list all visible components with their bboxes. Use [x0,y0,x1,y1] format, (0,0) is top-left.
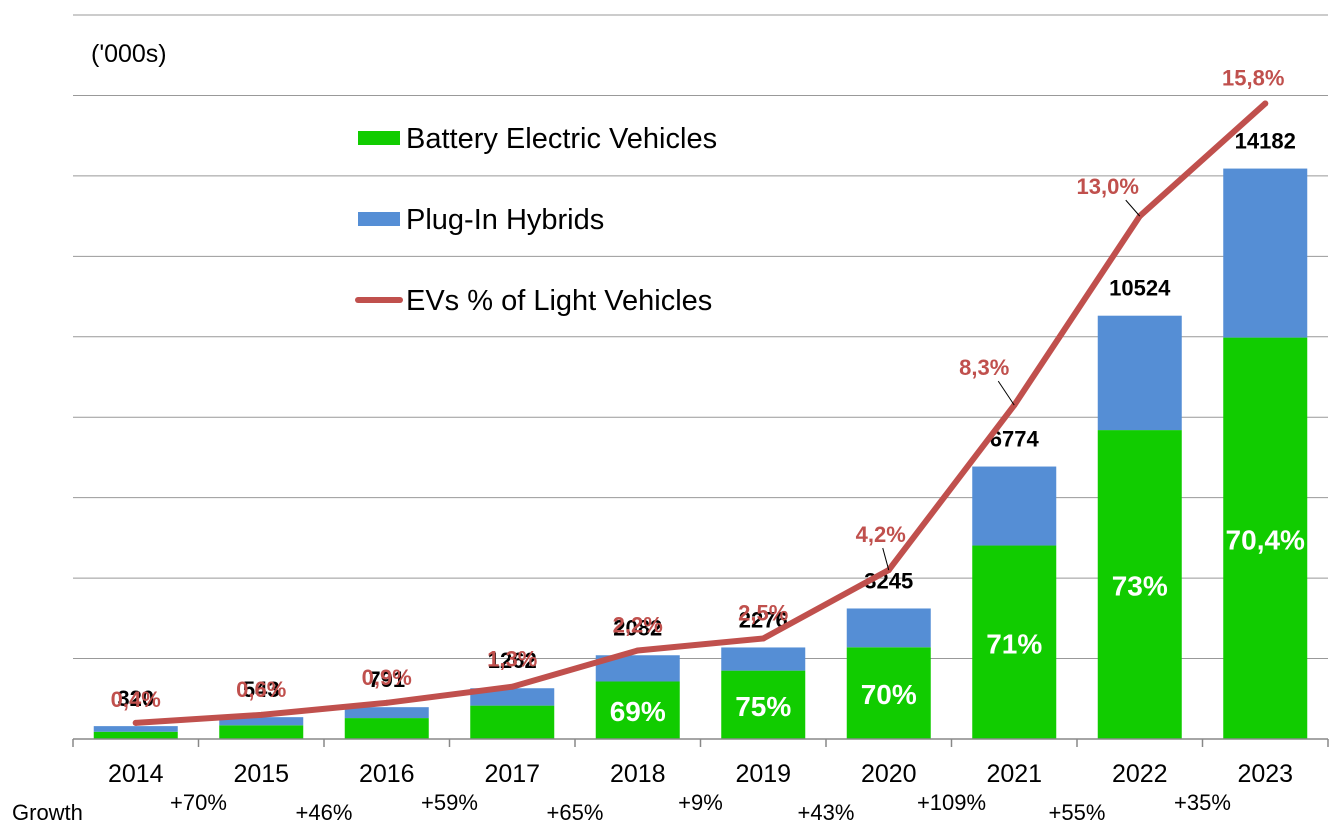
total-label: 1262 [488,648,537,673]
bar-bev [1223,337,1308,739]
legend-label-share: EVs % of Light Vehicles [406,285,712,317]
ev-share-point [383,699,390,706]
ev-share-label: 0,9% [362,665,412,690]
legend-swatch-bev [358,131,400,145]
ev-share-leader [882,547,890,571]
legend-item-phev: Plug-In Hybrids [358,204,604,236]
growth-value: +55% [1049,800,1106,825]
bev-share-label: 73% [1112,571,1168,602]
x-tick-label: 2015 [233,760,289,788]
bar-phev [344,707,429,719]
x-tick-label: 2021 [986,760,1042,788]
growth-value: +70% [170,790,227,815]
ev-share-label: 0,6% [236,677,286,702]
bar-phev [1223,168,1308,338]
bar-bev [344,718,429,739]
bar-phev [470,688,555,706]
bar-phev [219,717,304,726]
ev-share-point [1262,100,1269,107]
ev-share-label: 13,0% [1077,174,1139,199]
growth-value: +43% [798,800,855,825]
x-axis: 2014 2015 2016 2017 2018 2019 2020 2021 2022 2023 [72,738,1329,788]
x-tick-label: 2014 [108,760,164,788]
bar-bev [595,681,680,739]
bar-phev [846,608,931,648]
bar-bev [1097,430,1182,739]
growth-value: +9% [678,790,723,815]
legend-label-phev: Plug-In Hybrids [406,204,604,236]
total-label: 10524 [1109,276,1171,301]
ev-share-label: 2,5% [738,600,788,625]
bev-share-label: 75% [735,691,791,722]
growth-value: +59% [421,790,478,815]
legend: Battery Electric Vehicles Plug-In Hybrid… [355,123,717,317]
gridlines [73,14,1328,740]
ev-share-leader [997,380,1015,406]
growth-value: +35% [1174,790,1231,815]
x-tick-label: 2018 [610,760,666,788]
total-label: 543 [243,677,280,702]
growth-value: +46% [296,800,353,825]
bars: 69% 75% 70% 71% 73% 70,4% [93,168,1308,739]
growth-label: Growth [12,800,83,825]
bar-phev [972,466,1057,546]
growth-value: +65% [547,800,604,825]
ev-share-point [509,683,516,690]
bev-share-label: 70,4% [1226,524,1305,555]
x-tick-label: 2019 [735,760,791,788]
ev-share-label: 15,8% [1222,65,1284,90]
ev-share-point [760,635,767,642]
ev-share-leader [1125,199,1141,217]
legend-item-bev: Battery Electric Vehicles [358,123,717,155]
bar-bev [93,731,178,739]
unit-label: ('000s) [91,40,167,68]
ev-share-polyline [132,100,1269,726]
total-label: 320 [117,686,154,711]
bar-phev [1097,315,1182,431]
ev-share-point [258,711,265,718]
bar-bev [470,705,555,739]
bev-share-label: 69% [610,696,666,727]
x-tick-label: 2016 [359,760,415,788]
ev-share-label: 1,3% [487,647,537,672]
bar-phev [721,647,806,671]
total-label: 14182 [1235,129,1296,154]
legend-item-share: EVs % of Light Vehicles [355,285,712,317]
ev-share-label: 0,4% [111,687,161,712]
bar-bev [972,545,1057,739]
growth-row: Growth +70% +46% +59% +65% +9% +43% +109% +55% +… [12,790,1231,825]
ev-share-point [132,719,139,726]
growth-value: +109% [917,790,986,815]
bar-bev [721,670,806,739]
bar-bev [219,725,304,739]
bar-bev [846,647,931,739]
bev-share-label: 70% [861,679,917,710]
total-label: 791 [368,667,405,692]
ev-share-label: 8,3% [959,355,1009,380]
ev-share-line: 0,4% 0,6% 0,9% 1,3% 2,2% 2,5% 4,2% 8,3% 13,0% 15,… [111,65,1284,726]
legend-label-bev: Battery Electric Vehicles [406,123,717,155]
ev-share-label: 4,2% [856,522,906,547]
legend-swatch-phev [358,212,400,226]
x-tick-label: 2022 [1112,760,1168,788]
total-label: 2082 [613,615,662,640]
x-tick-label: 2023 [1237,760,1293,788]
bev-share-label: 71% [986,628,1042,659]
x-tick-label: 2020 [861,760,917,788]
bar-phev [93,726,178,732]
x-tick-label: 2017 [484,760,540,788]
ev-share-label: 2,2% [613,613,663,638]
ev-share-point [634,647,641,654]
